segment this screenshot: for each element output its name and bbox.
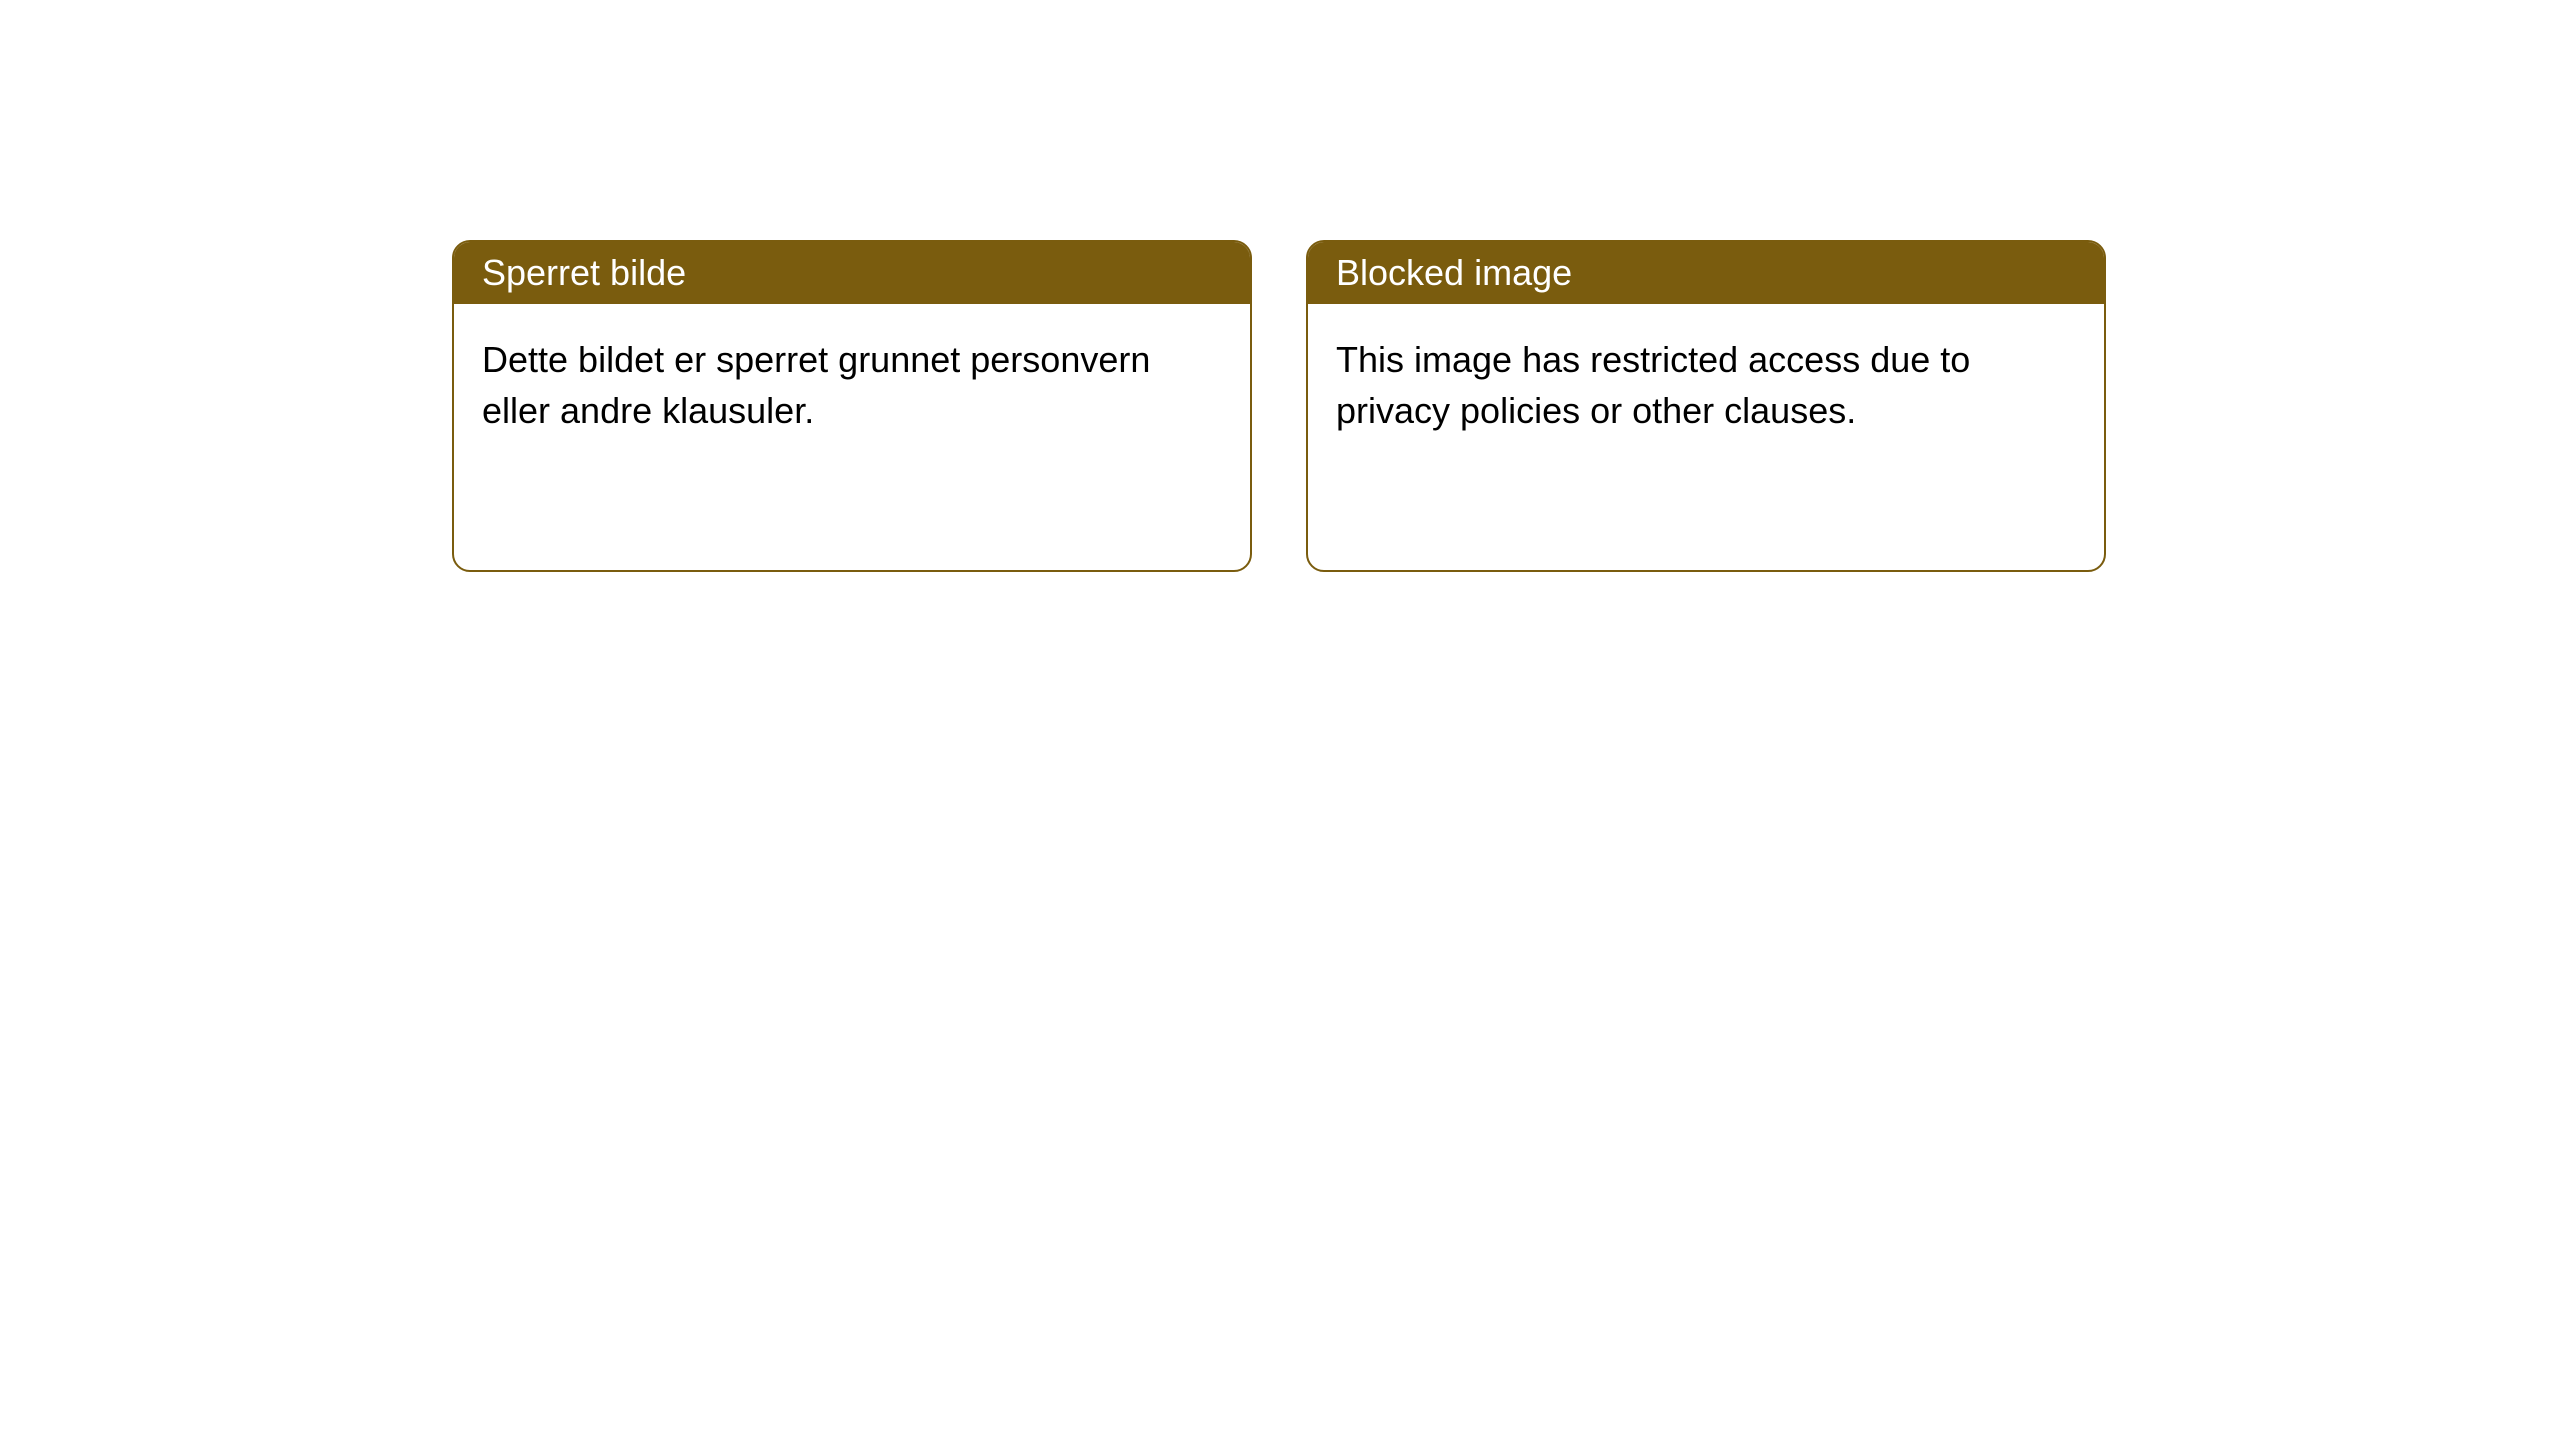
card-body-text-norwegian: Dette bildet er sperret grunnet personve… <box>482 339 1150 431</box>
card-title-english: Blocked image <box>1336 252 1572 293</box>
card-header-english: Blocked image <box>1308 242 2104 304</box>
blocked-image-card-english: Blocked image This image has restricted … <box>1306 240 2106 572</box>
card-title-norwegian: Sperret bilde <box>482 252 686 293</box>
notice-cards-container: Sperret bilde Dette bildet er sperret gr… <box>452 240 2106 572</box>
blocked-image-card-norwegian: Sperret bilde Dette bildet er sperret gr… <box>452 240 1252 572</box>
card-header-norwegian: Sperret bilde <box>454 242 1250 304</box>
card-body-norwegian: Dette bildet er sperret grunnet personve… <box>454 304 1250 466</box>
card-body-english: This image has restricted access due to … <box>1308 304 2104 466</box>
card-body-text-english: This image has restricted access due to … <box>1336 339 1970 431</box>
